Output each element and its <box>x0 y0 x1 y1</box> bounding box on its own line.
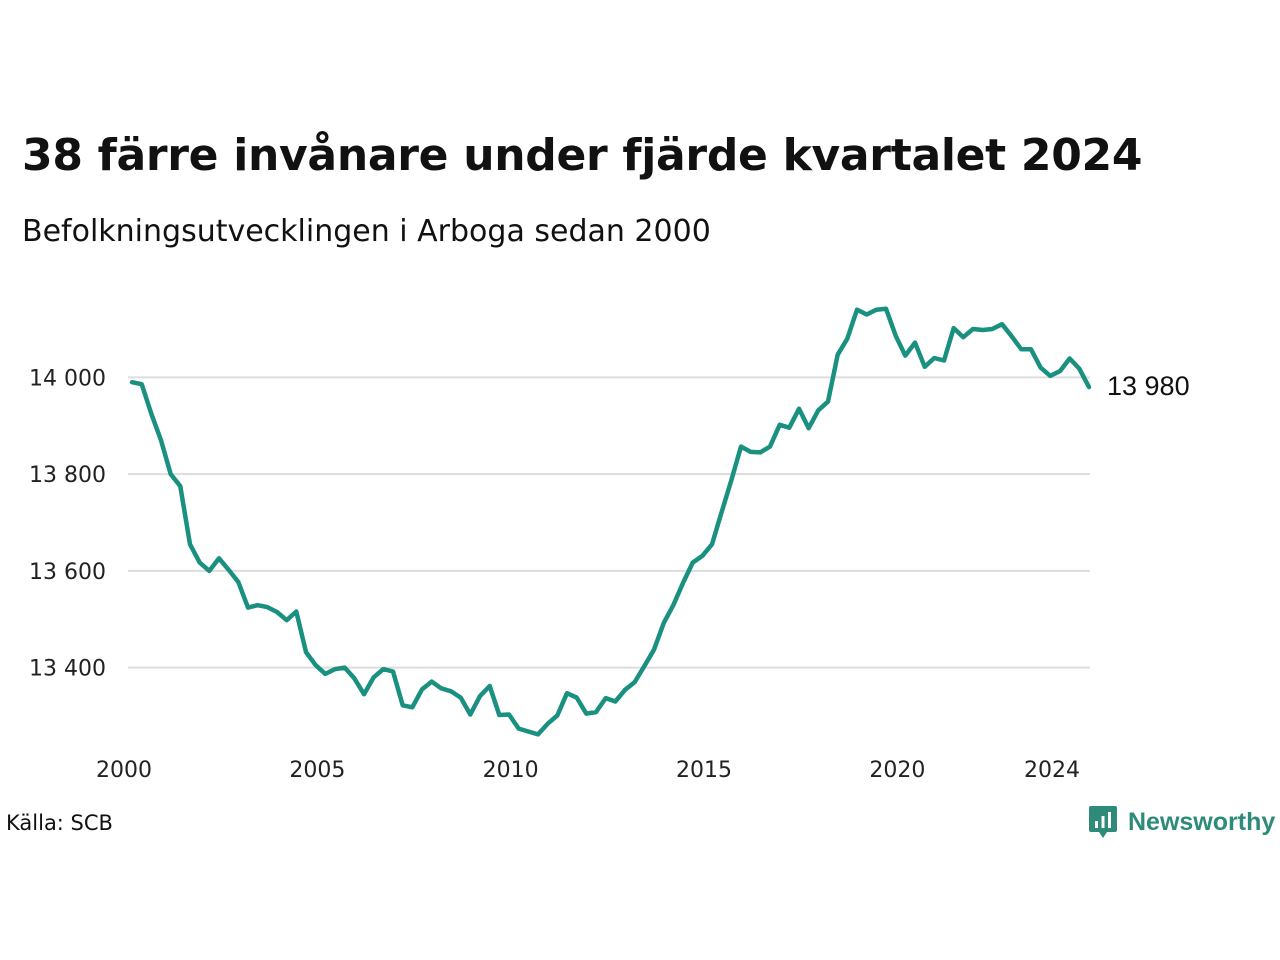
x-tick-label: 2000 <box>96 758 152 783</box>
y-tick-label: 13 400 <box>29 657 106 682</box>
newsworthy-logo-text: Newsworthy <box>1128 807 1276 836</box>
series-group <box>129 306 1092 737</box>
gridlines <box>128 376 1090 669</box>
series-line <box>129 306 1092 737</box>
x-tick-label: 2015 <box>676 758 732 783</box>
x-axis-labels: 2000 2005 2010 2015 2020 2024 <box>96 758 1080 783</box>
end-value-label: 13 980 <box>1107 371 1190 401</box>
chart-title: 38 färre invånare under fjärde kvartalet… <box>22 130 1143 181</box>
source-note: Källa: SCB <box>6 811 113 835</box>
newsworthy-logo: Newsworthy <box>1088 804 1275 840</box>
y-tick-label: 14 000 <box>29 366 106 391</box>
x-tick-label: 2024 <box>1024 758 1080 783</box>
x-tick-label: 2020 <box>869 758 925 783</box>
newsworthy-logo-icon <box>1089 806 1117 838</box>
y-axis-labels: 13 400 13 600 13 800 14 000 <box>29 366 106 681</box>
chart-subtitle: Befolkningsutvecklingen i Arboga sedan 2… <box>22 214 711 249</box>
y-tick-label: 13 800 <box>29 463 106 488</box>
end-label-group: 13 980 <box>1107 371 1190 401</box>
x-tick-label: 2010 <box>483 758 539 783</box>
y-tick-label: 13 600 <box>29 560 106 585</box>
x-tick-label: 2005 <box>289 758 345 783</box>
